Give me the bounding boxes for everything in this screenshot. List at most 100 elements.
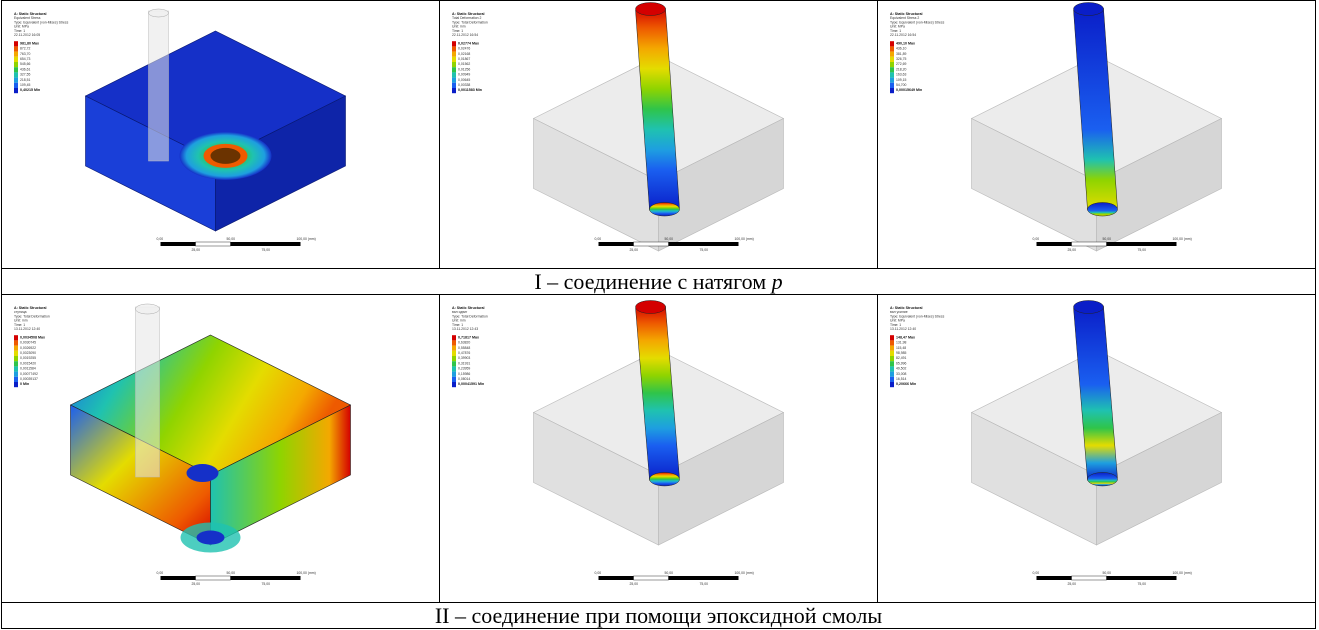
legend-value: 115,48: [896, 346, 906, 350]
legend-value: 0 Min: [20, 382, 29, 386]
caption-row-1: I – соединение с натягом p: [1, 268, 1316, 295]
scale-tick-label: 75,00: [700, 248, 709, 252]
shaft-bottom: [649, 202, 680, 217]
scale-tick-label: 100,00 (mm): [297, 571, 316, 575]
caption-text: I – соединение с натягом: [534, 268, 772, 294]
block-right-face: [1096, 412, 1222, 546]
legend-swatch: [452, 51, 456, 57]
legend-value: 0,00041591 Min: [458, 382, 484, 386]
legend-swatch: [14, 62, 18, 68]
legend-swatch: [890, 371, 894, 377]
legend-value: 163,63: [896, 73, 906, 77]
legend-value: 654,73: [20, 57, 30, 61]
legend-swatch: [14, 340, 18, 346]
legend-swatch: [14, 51, 18, 57]
legend-value: 436,10: [896, 47, 906, 51]
legend-value: 0,00015649 Min: [896, 88, 922, 92]
legend-header-line: Equivalent Stress: [14, 16, 41, 20]
legend-value: 218,20: [896, 67, 906, 71]
legend-value: 0,0030745: [20, 341, 36, 345]
legend-header-line: 13.11.2012 12:40: [14, 327, 40, 331]
legend-swatch: [14, 88, 18, 94]
scale-tick-label: 100,00 (mm): [735, 237, 754, 241]
legend-swatch: [890, 376, 894, 382]
legend-value: 0,71817 Max: [458, 335, 479, 339]
legend-swatch: [890, 335, 894, 341]
legend-swatch: [452, 56, 456, 62]
legend-value: 0,02476: [458, 47, 470, 51]
legend-value: 65,996: [896, 361, 906, 365]
scale-tick-label: 25,00: [192, 582, 201, 586]
legend-swatch: [890, 46, 894, 52]
bore-hole: [210, 147, 241, 164]
legend-swatch: [14, 376, 18, 382]
legend-swatch: [890, 356, 894, 362]
legend-header-line: Type: Total Deformation: [452, 314, 488, 318]
legend-value: 148,47 Max: [896, 335, 915, 339]
shaft: [1073, 305, 1118, 487]
legend-swatch: [14, 77, 18, 83]
scale-tick-label: 50,00: [1103, 571, 1112, 575]
legend-swatch: [452, 361, 456, 367]
legend-swatch: [890, 62, 894, 68]
legend-header-line: Equivalent Stress 2: [890, 16, 919, 20]
legend-swatch: [14, 382, 18, 388]
legend-swatch: [14, 350, 18, 356]
legend-value: 33,008: [896, 372, 906, 376]
legend-swatch: [890, 382, 894, 388]
legend-header-line: ступица: [14, 310, 27, 314]
legend-swatch: [452, 82, 456, 88]
legend-value: 0,02774 Max: [458, 41, 479, 45]
legend-value: 109,45: [20, 83, 30, 87]
legend-value: 0,47876: [458, 351, 470, 355]
legend-swatch: [14, 361, 18, 367]
legend-header-line: Type: Total Deformation: [452, 20, 488, 24]
legend-swatch: [890, 350, 894, 356]
shaft-top: [1073, 300, 1104, 314]
fea-panel: A: Static Structural вал сдвиг Type: Total…: [440, 295, 877, 602]
legend-value: 0,00077492: [20, 372, 38, 376]
legend-header-line: A: Static Structural: [452, 306, 485, 310]
panel-cell: A: Static Structural вал сдвиг Type: Total…: [439, 294, 878, 603]
legend-value: 0,00949: [458, 73, 470, 77]
scale-tick-label: 0,00: [595, 571, 602, 575]
legend-swatch: [452, 356, 456, 362]
legend-value: 0,00039137: [20, 377, 38, 381]
legend-value: 49,502: [896, 367, 906, 371]
scale-segment: [195, 575, 231, 581]
scale-segment: [230, 242, 301, 246]
scale-segment: [668, 576, 739, 580]
scale-tick-label: 25,00: [1068, 582, 1077, 586]
scale-segment: [598, 242, 634, 246]
scale-bar: 0,00 50,00 100,00 (mm) 25,00 75,00: [1033, 237, 1192, 252]
legend-value: 131,98: [896, 341, 906, 345]
legend-swatch: [14, 345, 18, 351]
scale-segment: [1106, 242, 1177, 246]
legend-swatch: [452, 340, 456, 346]
stress-zone-core: [196, 530, 225, 545]
legend-value: 0,55848: [458, 346, 470, 350]
scale-tick-label: 75,00: [262, 248, 271, 252]
shaft-top: [635, 300, 666, 314]
legend-swatch: [452, 376, 456, 382]
legend-header-line: Unit: mm: [14, 319, 28, 323]
legend-header-line: вал сдвиг: [452, 310, 468, 314]
legend-value: 0,01562: [458, 62, 470, 66]
scale-segment: [195, 241, 231, 247]
caption-text: II – соединение при помощи эпоксидной см…: [434, 602, 883, 628]
panel-cell: A: Static Structural Equivalent Stress Typ…: [1, 0, 440, 269]
legend-swatch: [890, 361, 894, 367]
legend-value: 98,985: [896, 351, 906, 355]
legend-value: 490,10 Max: [896, 41, 915, 45]
legend-swatch: [452, 67, 456, 73]
scale-tick-label: 100,00 (mm): [735, 571, 754, 575]
legend-value: 0,0026922: [20, 346, 36, 350]
legend-swatch: [890, 345, 894, 351]
legend-swatch: [14, 356, 18, 362]
legend-swatch: [14, 366, 18, 372]
